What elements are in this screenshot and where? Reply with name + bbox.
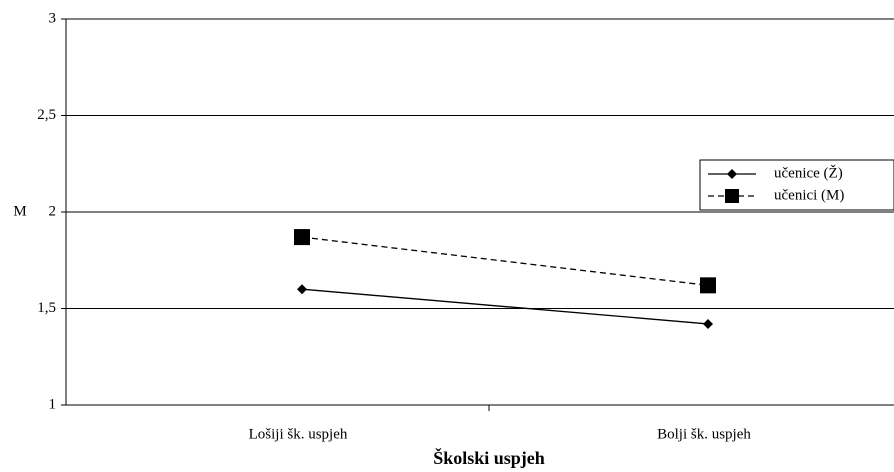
y-tick-label: 2,5 (37, 107, 56, 123)
marker (703, 318, 713, 329)
series-line (301, 236, 709, 286)
y-tick-label: 1 (49, 396, 57, 412)
legend-marker (725, 189, 739, 203)
x-axis-label: Školski uspjeh (433, 447, 545, 468)
y-tick-label: 2 (49, 203, 57, 219)
series-line (301, 288, 709, 325)
y-tick-label: 1,5 (37, 300, 56, 316)
y-axis-label: M (13, 203, 26, 219)
legend-label: učenici (M) (774, 187, 844, 203)
legend-marker (727, 169, 737, 179)
marker (700, 277, 716, 294)
y-tick-label: 3 (49, 10, 57, 26)
x-tick-label: Bolji šk. uspjeh (657, 426, 751, 442)
legend-label: učenice (Ž) (774, 164, 843, 181)
marker (297, 284, 307, 295)
x-tick-label: Lošiji šk. uspjeh (249, 426, 348, 442)
marker (294, 229, 310, 246)
